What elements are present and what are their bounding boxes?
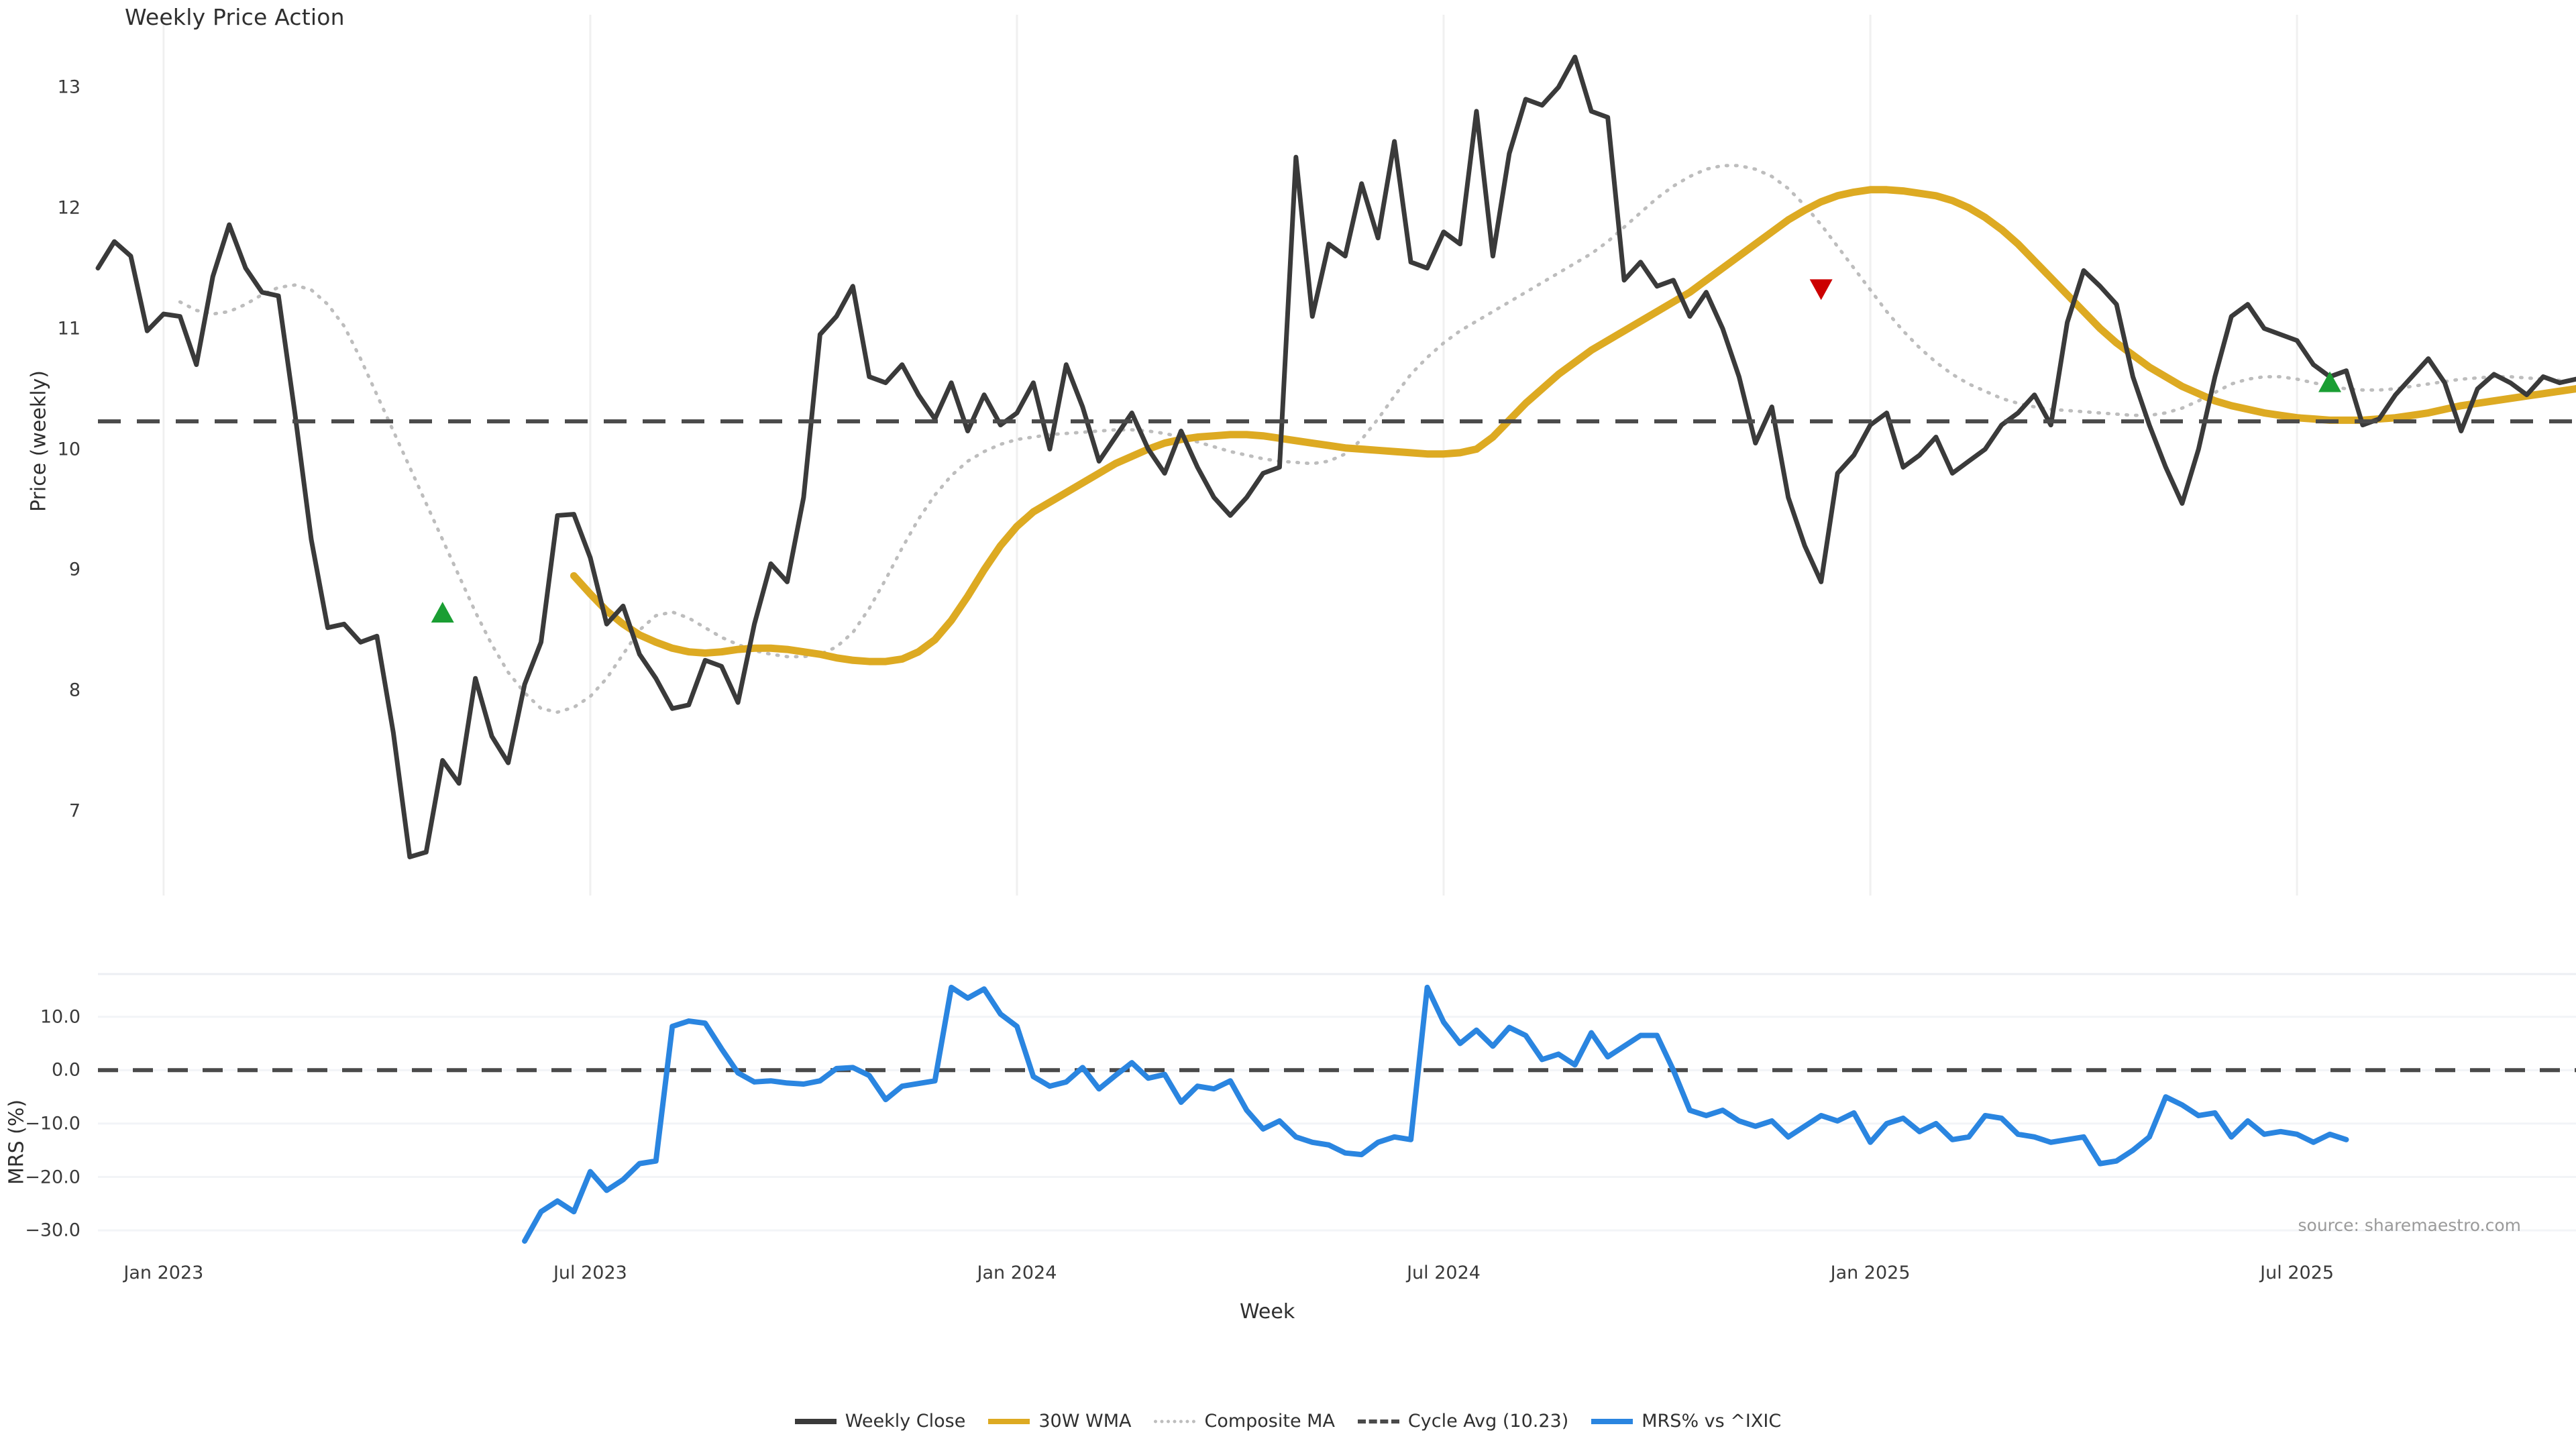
legend-swatch-icon bbox=[988, 1414, 1030, 1429]
x-tick-label: Jul 2023 bbox=[553, 1263, 627, 1283]
legend-item[interactable]: MRS% vs ^IXIC bbox=[1591, 1411, 1781, 1432]
legend-label: Weekly Close bbox=[845, 1411, 966, 1432]
series-weekly-close bbox=[95, 54, 2576, 859]
price-y-tick: 10 bbox=[57, 439, 80, 460]
mrs-axis-y-label: MRS (%) bbox=[5, 1099, 29, 1185]
price-y-tick: 8 bbox=[68, 680, 80, 701]
chart-title: Weekly Price Action bbox=[125, 4, 345, 30]
legend-label: Cycle Avg (10.23) bbox=[1407, 1411, 1569, 1432]
mrs-y-tick: −30.0 bbox=[25, 1220, 80, 1241]
signal-marker-buy-2 bbox=[2318, 371, 2342, 392]
signal-marker-buy-0 bbox=[431, 602, 454, 623]
signal-marker-sell-1 bbox=[1809, 279, 1833, 301]
series-composite-ma bbox=[178, 164, 2562, 714]
price-y-tick: 11 bbox=[57, 318, 80, 339]
legend-label: Composite MA bbox=[1204, 1411, 1335, 1432]
chart-legend: Weekly Close 30W WMA Composite MA Cycle Avg… bbox=[0, 1411, 2576, 1432]
price-y-tick: 13 bbox=[57, 76, 80, 98]
x-tick-label: Jan 2024 bbox=[977, 1263, 1057, 1283]
legend-item[interactable]: Weekly Close bbox=[794, 1411, 966, 1432]
price-y-tick: 7 bbox=[68, 800, 80, 822]
x-tick-label: Jul 2024 bbox=[1407, 1263, 1481, 1283]
legend-label: MRS% vs ^IXIC bbox=[1642, 1411, 1782, 1432]
series-mrs-pct bbox=[522, 984, 2349, 1244]
x-tick-label: Jan 2023 bbox=[123, 1263, 204, 1283]
mrs-y-tick: −10.0 bbox=[25, 1113, 80, 1134]
legend-item[interactable]: Composite MA bbox=[1154, 1411, 1335, 1432]
legend-item[interactable]: 30W WMA bbox=[988, 1411, 1131, 1432]
price-y-tick: 9 bbox=[68, 559, 80, 580]
source-note: source: sharemaestro.com bbox=[2298, 1216, 2522, 1235]
mrs-y-tick: 10.0 bbox=[40, 1006, 80, 1028]
legend-swatch-icon bbox=[1154, 1414, 1196, 1429]
mrs-y-tick: −20.0 bbox=[25, 1167, 80, 1188]
price-y-tick: 12 bbox=[57, 197, 80, 219]
legend-item[interactable]: Cycle Avg (10.23) bbox=[1357, 1411, 1569, 1432]
legend-label: 30W WMA bbox=[1038, 1411, 1132, 1432]
legend-swatch-icon bbox=[1591, 1414, 1633, 1429]
series-30w-wma bbox=[570, 186, 2576, 665]
legend-swatch-icon bbox=[794, 1414, 837, 1429]
mrs-y-tick: 0.0 bbox=[52, 1059, 80, 1081]
axis-x-label: Week bbox=[1240, 1300, 1295, 1324]
x-tick-label: Jul 2025 bbox=[2260, 1263, 2334, 1283]
x-tick-label: Jan 2025 bbox=[1830, 1263, 1911, 1283]
legend-swatch-icon bbox=[1357, 1414, 1399, 1429]
